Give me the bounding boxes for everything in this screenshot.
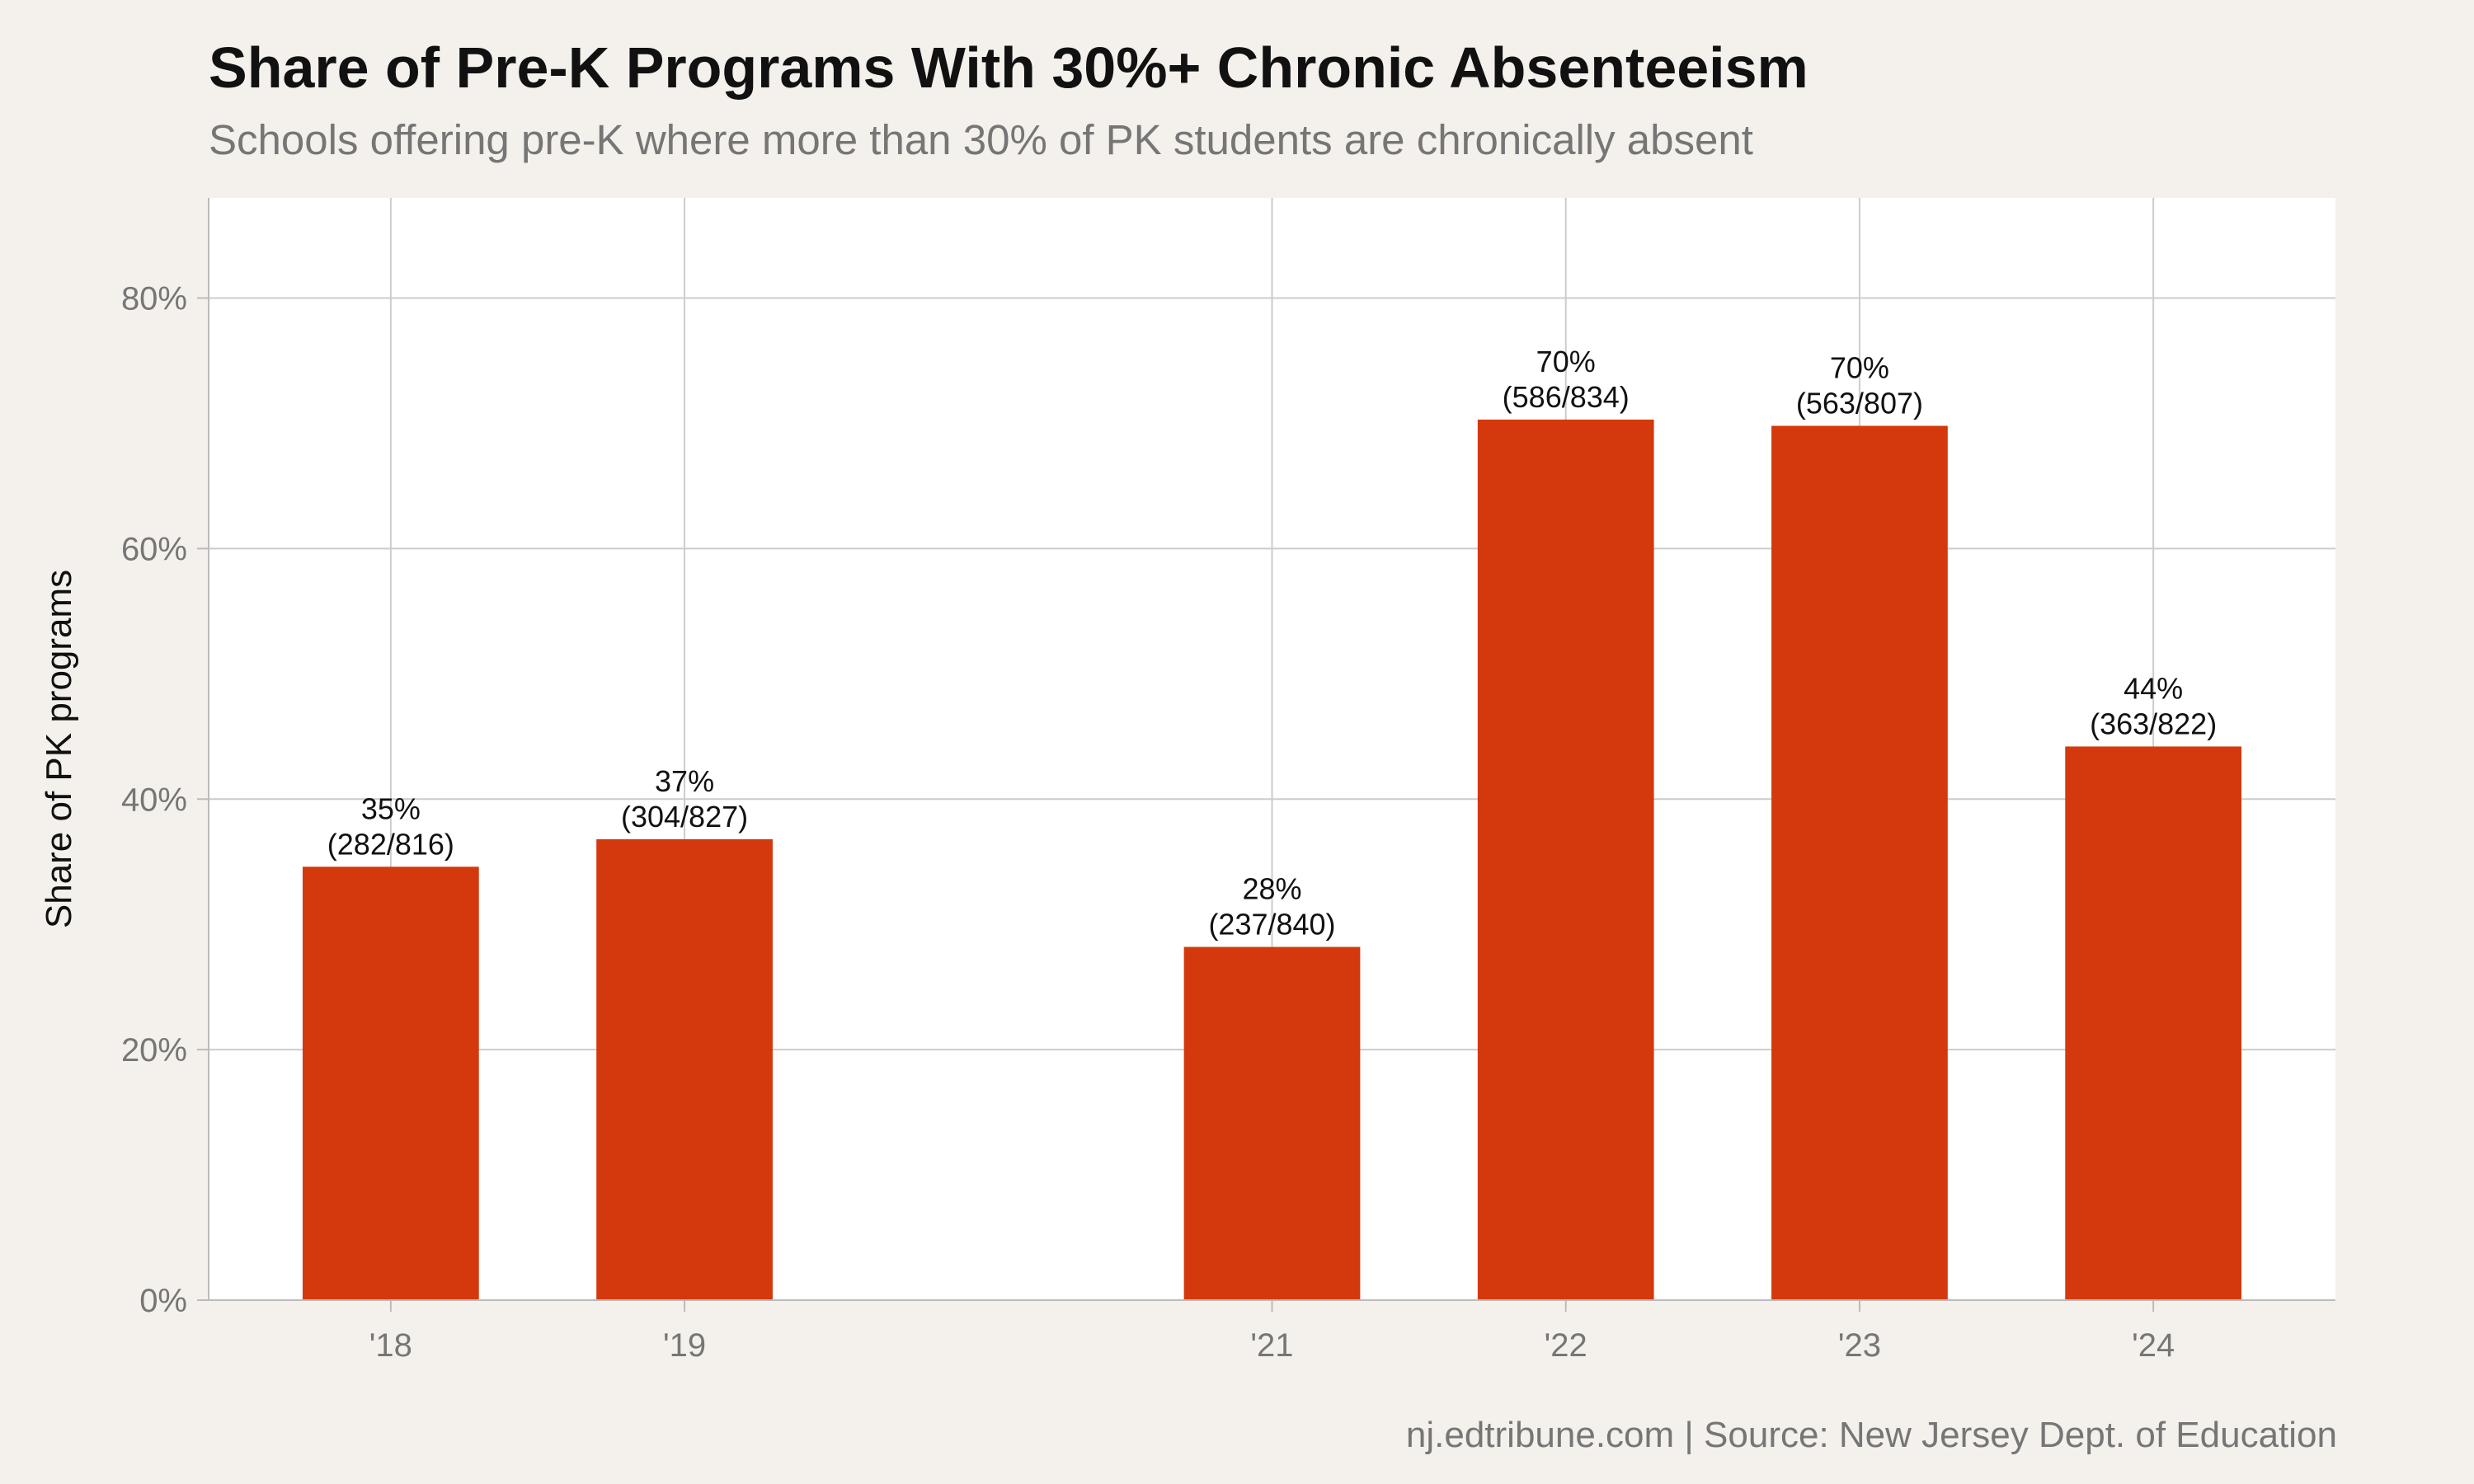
data-label-count: (282/816) (327, 827, 454, 861)
y-tick-labels: 0% 20% 40% 60% 80% (121, 281, 187, 1319)
x-tick-label: '22 (1545, 1327, 1587, 1364)
y-tick-label: 0% (139, 1283, 187, 1319)
bar (2065, 746, 2242, 1300)
bar (1771, 425, 1948, 1301)
x-tick-label: '21 (1250, 1327, 1293, 1364)
y-tick-label: 80% (121, 281, 187, 317)
y-tick-label: 20% (121, 1032, 187, 1068)
data-label-count: (304/827) (621, 800, 748, 834)
data-label-percent: 44% (2124, 671, 2183, 705)
data-label-count: (363/822) (2090, 707, 2217, 740)
bar (302, 866, 479, 1300)
x-tick-label: '18 (369, 1327, 412, 1364)
bar (1183, 946, 1361, 1300)
bar (1477, 419, 1654, 1300)
bar (596, 838, 773, 1300)
y-tick-label: 60% (121, 531, 187, 567)
chart-subtitle: Schools offering pre-K where more than 3… (209, 116, 1753, 163)
x-tick-label: '24 (2132, 1327, 2175, 1364)
y-axis-title: Share of PK programs (39, 570, 79, 928)
x-tick-label: '23 (1838, 1327, 1881, 1364)
data-label-count: (237/840) (1208, 908, 1335, 942)
data-label-percent: 70% (1830, 351, 1889, 385)
y-tick-label: 40% (121, 782, 187, 818)
source-caption: nj.edtribune.com | Source: New Jersey De… (1405, 1415, 2337, 1455)
data-label-percent: 37% (655, 764, 714, 798)
data-label-percent: 35% (361, 791, 421, 825)
axes (197, 198, 2335, 1312)
chart-title: Share of Pre-K Programs With 30%+ Chroni… (209, 35, 1808, 100)
data-label-count: (563/807) (1796, 387, 1923, 420)
data-label-count: (586/834) (1503, 380, 1630, 414)
x-tick-label: '19 (663, 1327, 706, 1364)
data-labels: 35%(282/816)37%(304/827)28%(237/840)70%(… (327, 345, 2217, 942)
x-tick-labels: '18 '19 '21 '22 '23 '24 (369, 1327, 2175, 1364)
data-label-percent: 28% (1242, 872, 1301, 906)
data-label-percent: 70% (1536, 345, 1596, 378)
bars (302, 419, 2242, 1301)
